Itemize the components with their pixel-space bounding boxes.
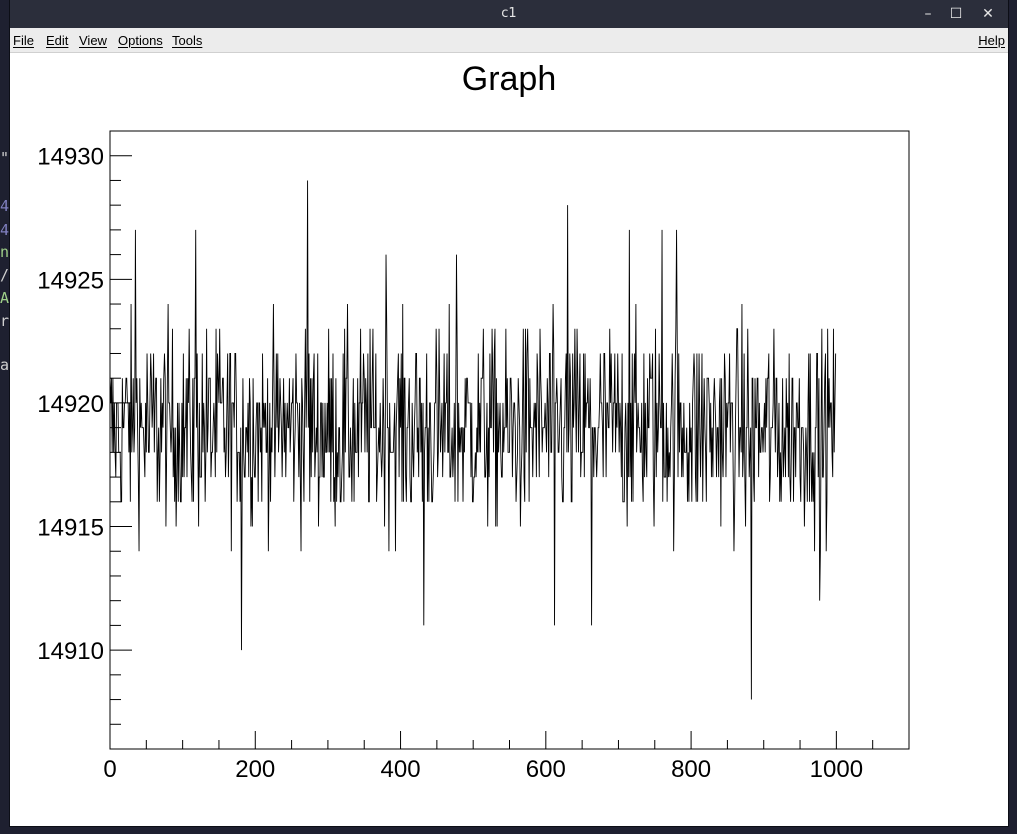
terminal-fragment: 4 [0, 221, 10, 239]
window-title: c1 [501, 6, 517, 21]
menu-view[interactable]: View [79, 33, 107, 48]
menu-help[interactable]: Help [978, 33, 1005, 48]
terminal-fragment: 4 [0, 197, 10, 215]
close-icon[interactable]: ✕ [982, 6, 994, 22]
terminal-fragment: n [0, 243, 10, 261]
y-tick-label: 14930 [37, 144, 104, 171]
y-tick-label: 14910 [37, 638, 104, 665]
terminal-fragment: / [0, 266, 10, 284]
canvas-window: c1 – ☐ ✕ File Edit View Options Tools He… [10, 0, 1008, 826]
y-tick-label: 14925 [37, 267, 104, 294]
y-tick-label: 14920 [37, 391, 104, 418]
menu-options[interactable]: Options [118, 33, 163, 48]
terminal-fragment: " [0, 149, 10, 167]
x-tick-label: 0 [103, 756, 116, 783]
menu-bar: File Edit View Options Tools Help [10, 28, 1008, 53]
menu-tools[interactable]: Tools [172, 33, 203, 48]
x-tick-label: 600 [526, 756, 566, 783]
minimize-icon[interactable]: – [924, 6, 932, 22]
menu-edit[interactable]: Edit [46, 33, 69, 48]
y-tick-label: 14915 [37, 515, 104, 542]
terminal-fragment: a [0, 356, 10, 374]
axes: 0 200 400 600 800 1000 14910 14915 14920 14925 149… [37, 130, 910, 783]
x-tick-label: 200 [235, 756, 275, 783]
terminal-fragment: A [0, 289, 10, 307]
plot-canvas[interactable]: Graph 0 200 400 600 800 1000 14910 14915 14920 14… [10, 53, 1008, 826]
data-series [109, 180, 837, 700]
x-tick-label: 1000 [810, 756, 863, 783]
x-tick-label: 800 [671, 756, 711, 783]
terminal-fragment: r [0, 312, 10, 330]
chart-title: Graph [462, 60, 557, 98]
graph-plot[interactable]: Graph 0 200 400 600 800 1000 14910 14915 14920 14… [10, 53, 1008, 826]
menu-file[interactable]: File [13, 33, 34, 48]
title-bar: c1 – ☐ ✕ [10, 0, 1008, 28]
x-tick-label: 400 [381, 756, 421, 783]
maximize-icon[interactable]: ☐ [949, 6, 963, 22]
graph-line [109, 180, 837, 700]
